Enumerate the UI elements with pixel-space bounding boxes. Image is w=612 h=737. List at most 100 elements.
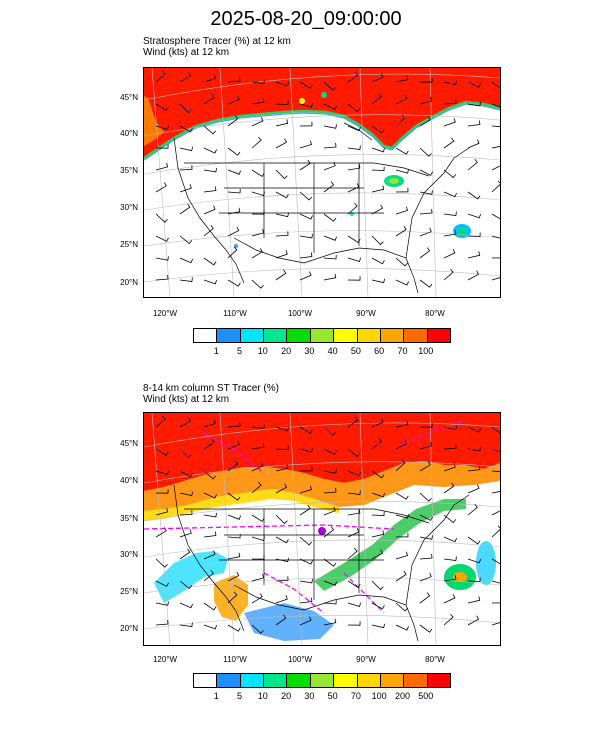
wind-barb	[155, 182, 167, 193]
wind-barb	[467, 270, 480, 281]
wind-barb	[299, 140, 313, 149]
colorbar-swatch	[334, 329, 358, 342]
wind-barb	[155, 70, 166, 83]
colorbar-label: 1	[213, 691, 219, 701]
wind-barb	[371, 235, 384, 246]
panel1-tracer-red-field	[144, 68, 500, 158]
colorbar-swatch	[194, 329, 218, 342]
panel1-lon-label: 90°W	[356, 309, 376, 318]
wind-barb	[419, 441, 433, 450]
wind-barb	[491, 235, 500, 239]
panel2-tracer-orange-band	[144, 461, 500, 511]
wind-barb	[323, 142, 337, 149]
wind-barb	[179, 125, 193, 133]
wind-barb	[227, 421, 241, 428]
wind-barb	[227, 226, 240, 237]
wind-barb	[323, 600, 337, 605]
panel1-lon-label: 120°W	[152, 309, 178, 318]
wind-barb	[371, 580, 384, 591]
colorbar-label: 500	[418, 691, 434, 701]
wind-barb	[323, 81, 336, 91]
wind-barb	[203, 225, 214, 237]
wind-barb	[275, 576, 289, 582]
wind-barb	[419, 227, 432, 237]
wind-barb	[251, 248, 263, 259]
panel2-lat-label: 35°N	[120, 514, 138, 523]
wind-barb	[155, 507, 169, 516]
wind-barb	[227, 591, 238, 604]
wind-barb	[491, 426, 500, 434]
wind-barb	[419, 514, 433, 521]
colorbar-swatch	[380, 329, 405, 342]
panel2-dashed-contours	[144, 420, 465, 614]
wind-barb	[203, 205, 216, 215]
wind-barb	[347, 416, 359, 428]
wind-barb	[419, 247, 431, 259]
wind-barb	[419, 116, 431, 127]
wind-barb	[467, 426, 481, 433]
colorbar-swatch	[287, 329, 311, 342]
wind-barb	[155, 274, 169, 281]
wind-barb	[299, 426, 313, 434]
wind-barb	[299, 466, 313, 472]
wind-barb	[419, 147, 432, 157]
wind-barb	[323, 235, 337, 241]
colorbar-label: 50	[350, 346, 361, 356]
wind-barb	[179, 146, 193, 152]
wind-barb	[275, 514, 288, 525]
wind-barb	[155, 580, 169, 587]
wind-barb	[419, 96, 433, 105]
wind-barb	[203, 550, 216, 560]
wind-barb	[275, 191, 289, 199]
panel1-lat-label: 45°N	[120, 93, 138, 102]
wind-barb	[179, 165, 193, 171]
wind-barb	[299, 233, 313, 239]
panel2-tracer-yellow-band	[144, 489, 339, 521]
wind-barb	[467, 139, 480, 149]
colorbar-swatch	[427, 674, 450, 687]
wind-barb	[395, 75, 409, 83]
wind-barb	[227, 115, 239, 127]
wind-barb	[155, 489, 169, 494]
panel1-tracer-green-edge	[144, 100, 500, 160]
wind-barb	[251, 191, 265, 197]
wind-barb	[467, 577, 481, 583]
wind-barb	[467, 101, 481, 107]
panel2-graticule	[144, 413, 500, 645]
wind-barb	[275, 536, 289, 544]
colorbar-label: 50	[327, 691, 338, 701]
wind-barb	[395, 514, 409, 519]
wind-barb	[299, 252, 313, 259]
wind-barb	[443, 118, 456, 127]
panel2-purple-marker	[318, 527, 326, 535]
wind-barb	[275, 81, 289, 87]
panel2-hurricane-core	[453, 572, 467, 582]
wind-barb	[227, 207, 241, 215]
wind-barb	[443, 575, 457, 582]
panel2-tracer-east-band	[476, 541, 496, 585]
wind-barb	[323, 103, 337, 110]
colorbar-label: 60	[374, 346, 385, 356]
wind-barb	[419, 190, 433, 195]
wind-barb	[395, 169, 409, 174]
wind-barb	[323, 181, 335, 193]
wind-barb	[371, 602, 385, 610]
panel2-tracer-blue-swirl	[244, 603, 334, 641]
wind-barb	[491, 81, 500, 89]
wind-barb	[491, 277, 500, 281]
wind-barb	[443, 463, 456, 472]
wind-barb	[371, 418, 384, 428]
wind-barb	[443, 556, 457, 561]
wind-barb	[179, 203, 191, 215]
wind-barb	[203, 570, 214, 582]
wind-barb	[347, 125, 361, 132]
panel2-lon-label: 120°W	[152, 655, 178, 664]
wind-barb	[443, 482, 455, 494]
wind-barb	[179, 622, 193, 627]
wind-barb	[155, 162, 169, 171]
panel1-lon-label: 80°W	[425, 309, 445, 318]
wind-barb	[443, 191, 457, 198]
wind-barb	[323, 124, 337, 129]
panel2-boundaries	[173, 484, 470, 642]
wind-barb	[179, 602, 193, 609]
